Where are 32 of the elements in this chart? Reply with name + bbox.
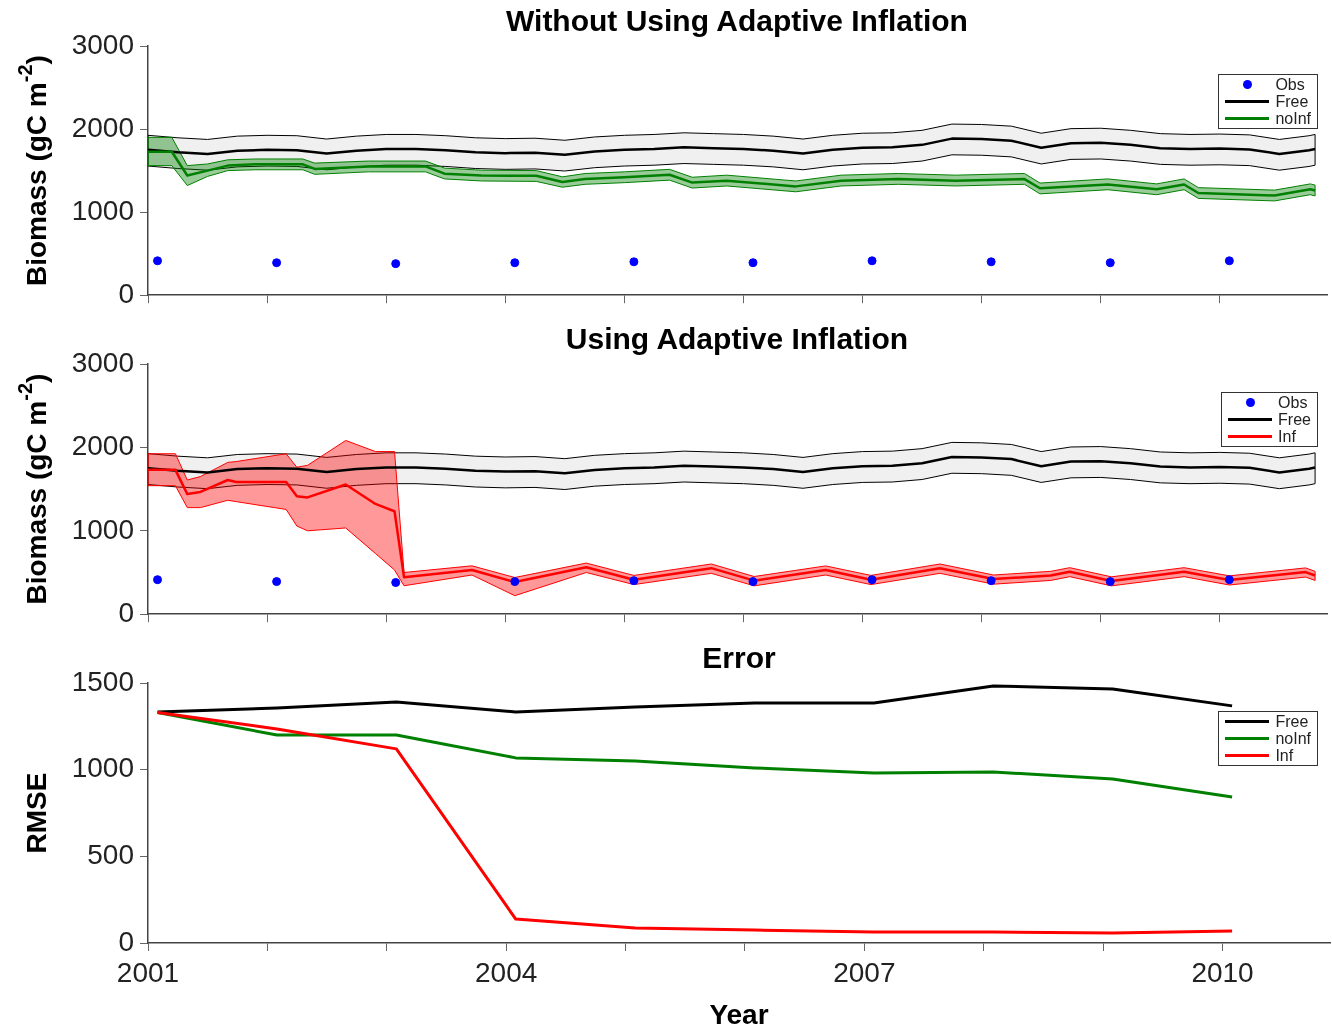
y-tick-label: 1500 [71,665,134,697]
legend-label: Inf [1275,746,1294,765]
legend-label: Obs [1275,75,1305,94]
y-tick-label: 3000 [71,28,134,60]
chart-title: Using Adaptive Inflation [565,322,909,356]
y-tick-label: 3000 [71,346,134,378]
x-tick-label: 2010 [1191,956,1254,988]
legend-label: Inf [1278,427,1296,446]
y-tick-label: 0 [118,925,134,957]
y-tick-label: 500 [87,839,134,871]
y-tick-label: 2000 [71,430,134,462]
y-tick-label: 1000 [71,752,134,784]
y-tick-label: 0 [118,277,134,309]
x-tick-label: 2007 [833,956,896,988]
legend-label: Free [1278,410,1311,429]
y-tick-label: 2000 [71,111,134,143]
x-axis-title: Year [709,998,769,1030]
chart-title: Without Using Adaptive Inflation [505,4,968,38]
y-tick-label: 1000 [71,194,134,226]
legend-label: Free [1275,92,1309,111]
y-tick-label: 0 [118,596,134,628]
y-tick-label: 1000 [71,513,134,545]
legend-label: Free [1275,712,1309,731]
y-axis-title: Biomass (gC m-2) [14,373,52,605]
legend-label: Obs [1278,393,1308,412]
y-axis-title: Biomass (gC m-2) [14,55,52,287]
chart-title: Error [702,641,776,675]
x-tick-label: 2004 [475,956,538,988]
legend-label: noInf [1275,729,1311,748]
y-axis-title: RMSE [20,772,52,854]
legend-label: noInf [1275,109,1311,128]
x-tick-label: 2001 [116,956,180,988]
